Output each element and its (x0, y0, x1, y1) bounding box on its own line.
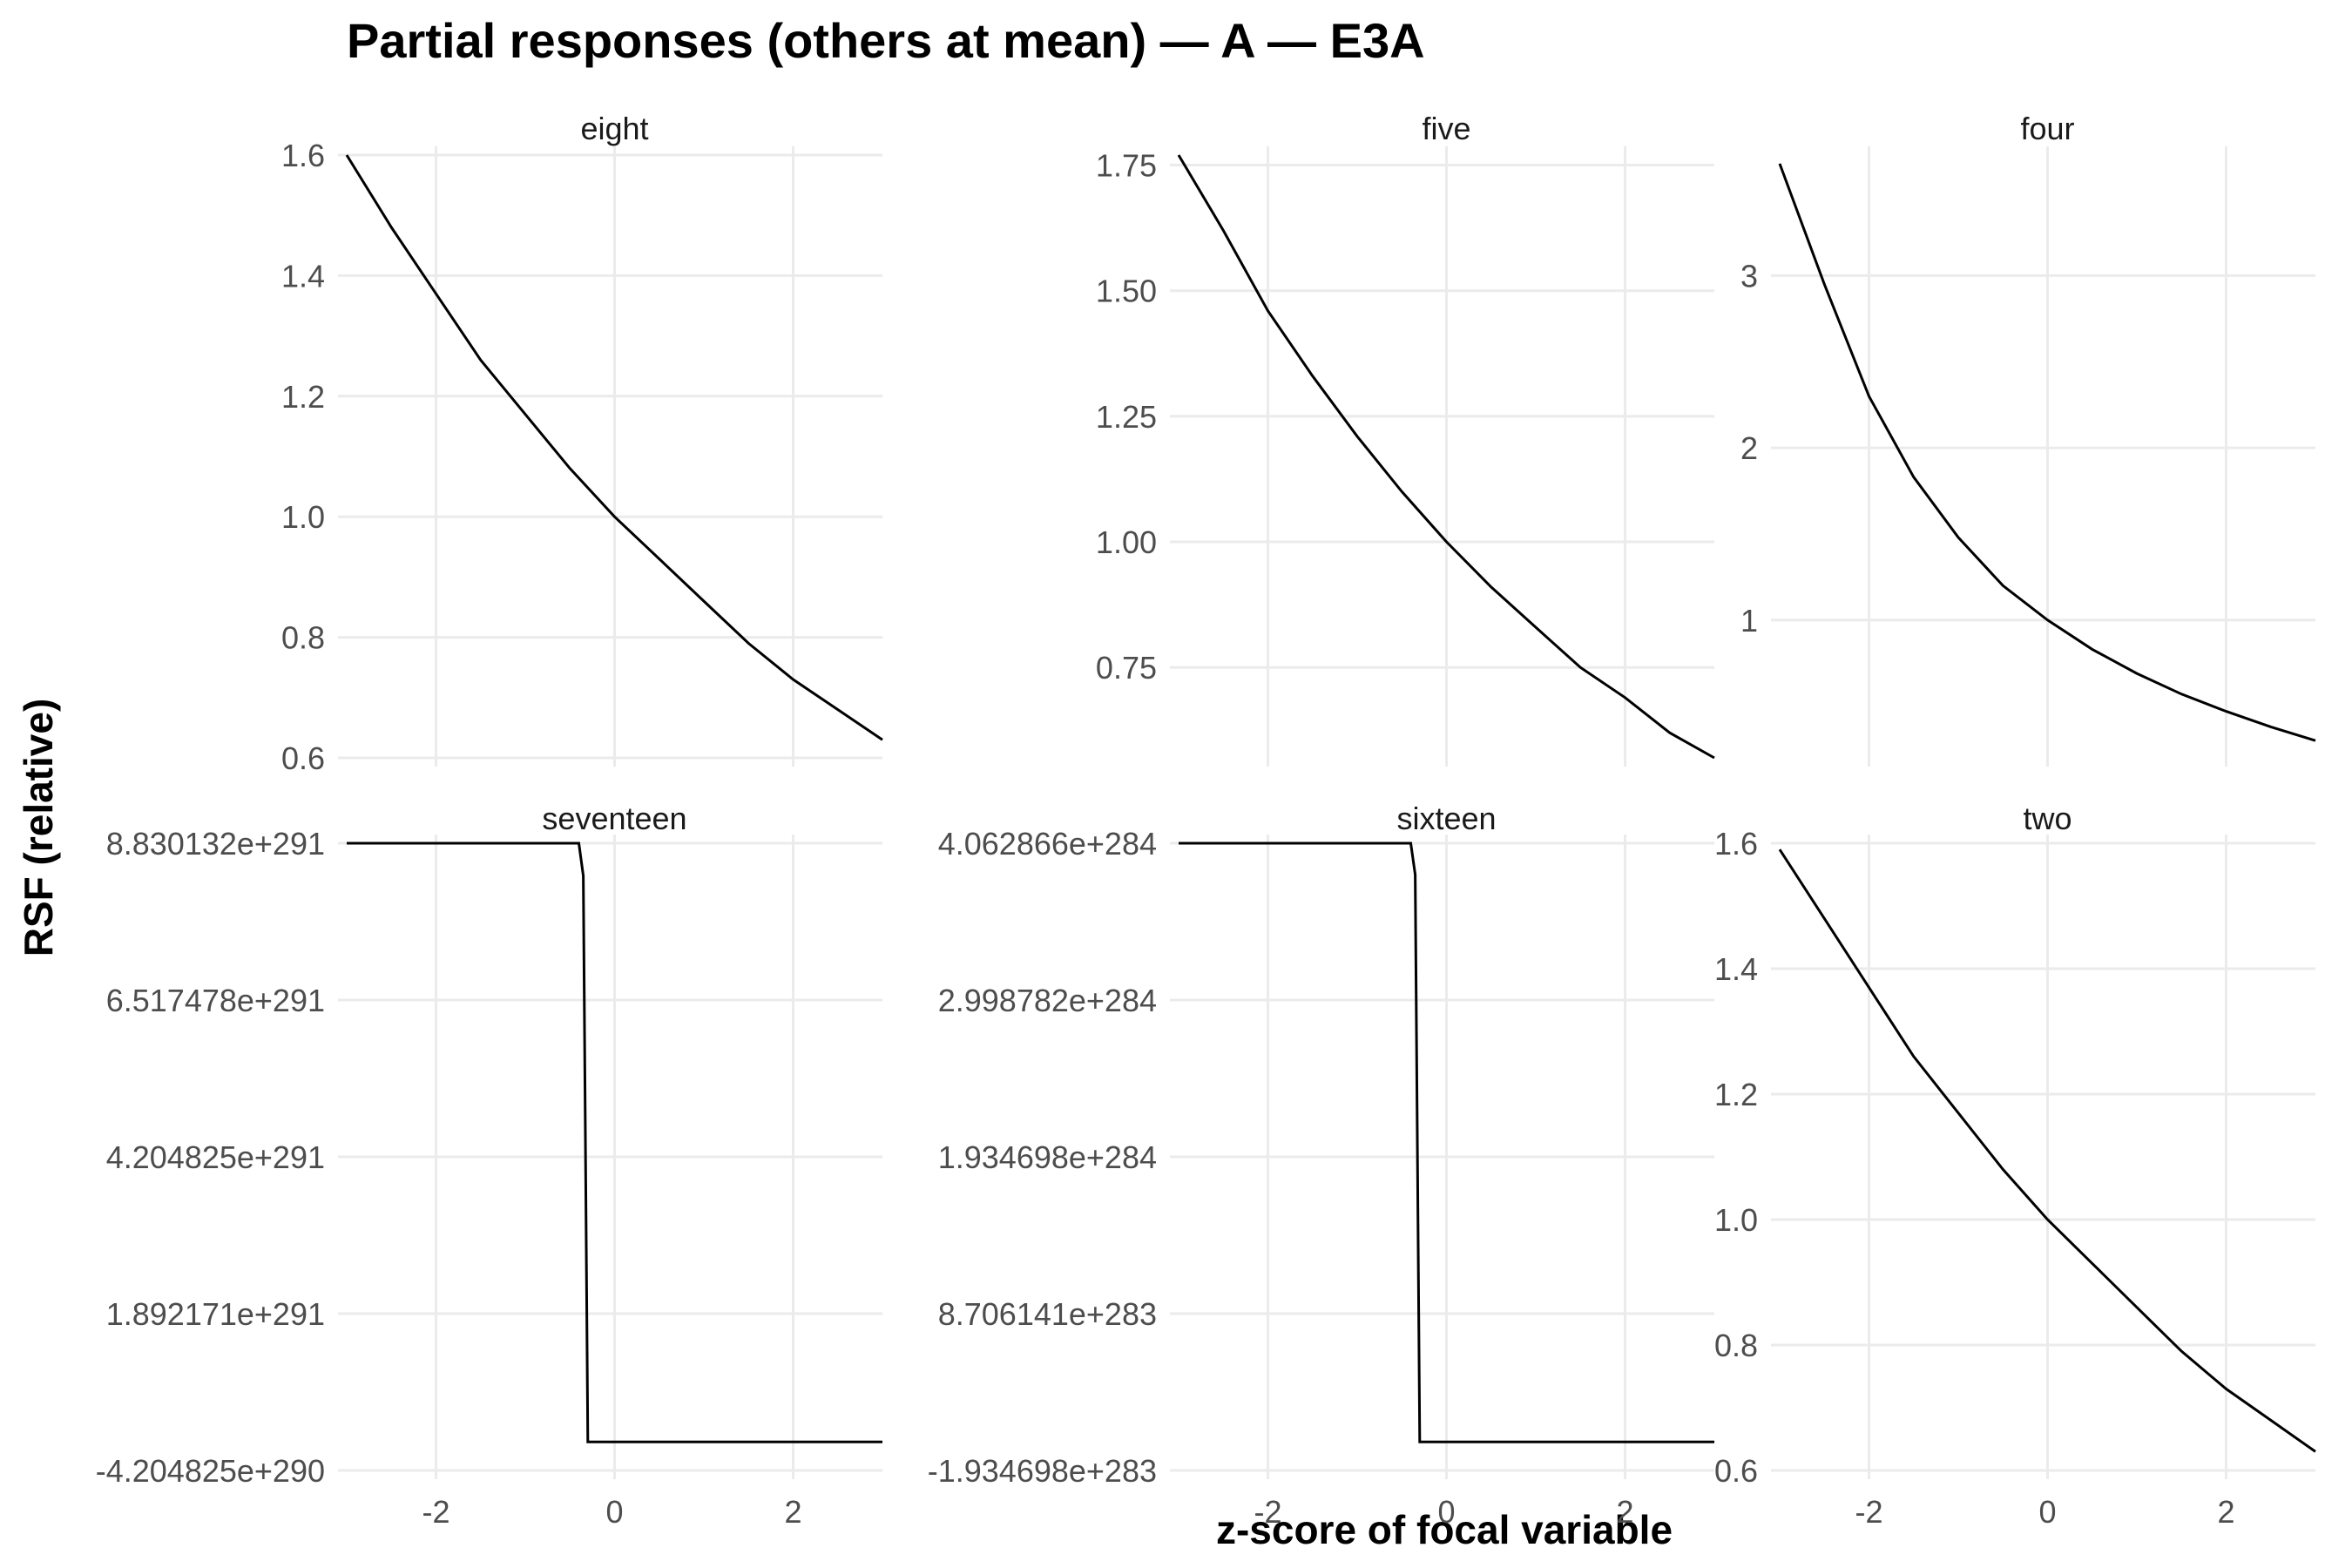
facet-label: eight (580, 111, 648, 146)
y-tick-label: 1.6 (1714, 826, 1758, 862)
facet-label: seventeen (542, 801, 686, 836)
y-tick-label: 8.706141e+283 (938, 1296, 1157, 1332)
facet-label: two (2023, 801, 2072, 836)
y-tick-label: 4.204825e+291 (106, 1139, 325, 1175)
response-curve-seventeen (347, 841, 882, 1443)
y-tick-label: 4.062866e+284 (938, 826, 1157, 862)
y-tick-label: -1.934698e+283 (928, 1453, 1157, 1489)
facet-label: sixteen (1396, 801, 1496, 836)
response-curve-eight (345, 154, 883, 741)
panel-two: 0.6 0.8 1.0 1.2 1.4 1.6 two -2 0 2 (1714, 801, 2316, 1530)
y-tick-label: 3 (1740, 258, 1758, 294)
y-tick-label: 1.2 (1714, 1077, 1758, 1112)
x-tick-label: -2 (422, 1494, 449, 1530)
y-tick-label: 1.6 (281, 138, 325, 173)
y-tick-label: 1.25 (1096, 399, 1157, 435)
y-tick-label: 1.892171e+291 (106, 1296, 325, 1332)
panel-eight: 0.6 0.8 1.0 1.2 1.4 1.6 eight (281, 111, 883, 776)
y-tick-label: 0.6 (1714, 1453, 1758, 1489)
response-curve-five (1177, 154, 1715, 760)
panel-seventeen: -4.204825e+290 1.892171e+291 4.204825e+291… (96, 801, 882, 1530)
y-tick-label: 1.4 (281, 258, 325, 294)
x-axis-title: z-score of focal variable (1216, 1507, 1673, 1552)
panel-four: 1 2 3 four (1740, 111, 2316, 767)
response-curve-four (1778, 163, 2316, 742)
facet-panels: 0.60.81.01.21.41.6eight0.751.001.251.501… (96, 111, 2316, 1530)
y-tick-label: 1.50 (1096, 274, 1157, 309)
y-tick-label: 0.8 (281, 620, 325, 656)
response-curve-two (1778, 848, 2316, 1453)
y-tick-label: -4.204825e+290 (96, 1453, 325, 1489)
y-tick-label: 2 (1740, 430, 1758, 466)
x-tick-label: 2 (1616, 1494, 1633, 1530)
y-tick-label: 1.4 (1714, 951, 1758, 987)
x-tick-label: -2 (1855, 1494, 1882, 1530)
panel-five: 0.75 1.00 1.25 1.50 1.75 five (1096, 111, 1715, 767)
x-tick-label: -2 (1254, 1494, 1281, 1530)
y-tick-label: 6.517478e+291 (106, 983, 325, 1018)
response-curve-sixteen (1179, 841, 1714, 1443)
y-tick-label: 1.2 (281, 379, 325, 415)
panel-sixteen: -1.934698e+283 8.706141e+283 1.934698e+284… (928, 801, 1714, 1530)
y-tick-label: 1.00 (1096, 524, 1157, 560)
y-tick-label: 0.75 (1096, 650, 1157, 686)
chart-title: Partial responses (others at mean) — A —… (347, 13, 1425, 68)
y-tick-label: 1 (1740, 603, 1758, 639)
x-tick-label: 2 (2217, 1494, 2234, 1530)
x-tick-label: 0 (2038, 1494, 2056, 1530)
y-tick-label: 1.0 (281, 499, 325, 535)
y-tick-label: 1.934698e+284 (938, 1139, 1157, 1175)
y-tick-label: 0.8 (1714, 1328, 1758, 1363)
x-tick-label: 0 (1437, 1494, 1455, 1530)
facet-label: five (1422, 111, 1470, 146)
facet-label: four (2020, 111, 2074, 146)
y-tick-label: 1.75 (1096, 148, 1157, 184)
x-tick-label: 0 (605, 1494, 623, 1530)
y-tick-label: 8.830132e+291 (106, 826, 325, 862)
y-tick-label: 2.998782e+284 (938, 983, 1157, 1018)
y-tick-label: 0.6 (281, 740, 325, 776)
x-tick-label: 2 (784, 1494, 801, 1530)
y-axis-title: RSF (relative) (16, 699, 61, 957)
y-tick-label: 1.0 (1714, 1202, 1758, 1238)
